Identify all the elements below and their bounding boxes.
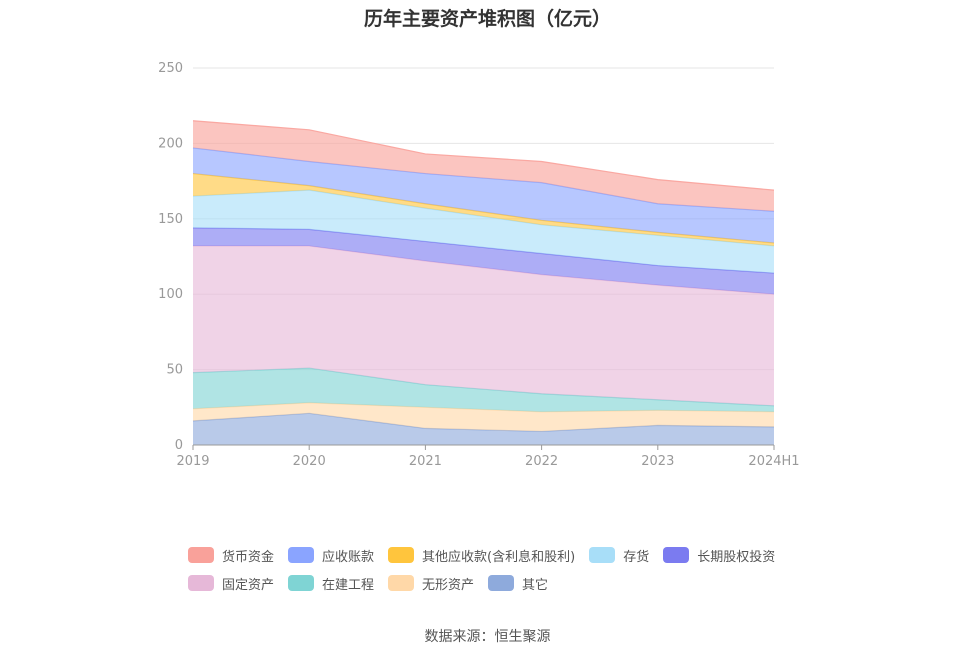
- x-tick-label: 2022: [525, 454, 558, 469]
- legend-item[interactable]: 固定资产: [188, 574, 274, 593]
- x-tick-label: 2020: [293, 454, 326, 469]
- series-area-5: [193, 190, 774, 274]
- legend-item[interactable]: 存货: [589, 546, 649, 565]
- legend-swatch: [288, 547, 315, 563]
- legend-swatch: [663, 547, 690, 563]
- legend-item[interactable]: 无形资产: [388, 574, 474, 593]
- legend-label: 在建工程: [322, 577, 375, 593]
- series-area-6: [193, 173, 774, 246]
- legend-row: 货币资金 应收账款 其他应收款(含利息和股利) 存货 长期股权投资: [188, 541, 808, 569]
- x-tick-label: 2021: [409, 454, 442, 469]
- y-tick-label: 0: [175, 438, 183, 453]
- series-area-8: [193, 120, 774, 212]
- series-area-2: [193, 368, 774, 412]
- y-tick-label: 200: [158, 136, 183, 151]
- legend-label: 无形资产: [422, 577, 475, 593]
- legend-item[interactable]: 其他应收款(含利息和股利): [388, 546, 575, 565]
- legend-item[interactable]: 应收账款: [288, 546, 374, 565]
- legend-swatch: [488, 575, 515, 591]
- series-area-0: [193, 413, 774, 445]
- series-area-1: [193, 402, 774, 432]
- chart-title: 历年主要资产堆积图（亿元）: [363, 8, 611, 30]
- legend-label: 其他应收款(含利息和股利): [422, 549, 576, 565]
- data-source: 数据来源：恒生聚源: [424, 629, 551, 645]
- legend-swatch: [188, 547, 214, 563]
- y-tick-label: 50: [166, 363, 183, 378]
- y-tick-label: 150: [158, 212, 183, 227]
- series-area-4: [193, 227, 774, 295]
- series-area-3: [193, 245, 774, 406]
- legend-item[interactable]: 货币资金: [188, 546, 274, 565]
- legend-label: 应收账款: [322, 549, 375, 565]
- legend-item[interactable]: 在建工程: [288, 574, 374, 593]
- series-line-8: [192, 120, 775, 191]
- y-tick-label: 100: [158, 287, 183, 302]
- series-area-7: [193, 147, 774, 243]
- x-tick-label: 2024H1: [748, 454, 799, 469]
- legend-swatch: [589, 547, 616, 563]
- legend-swatch: [288, 575, 315, 591]
- x-tick-label: 2023: [641, 454, 674, 469]
- x-tick-label: 2019: [176, 454, 209, 469]
- legend-row: 固定资产 在建工程 无形资产 其它: [188, 569, 808, 597]
- legend-label: 存货: [623, 549, 650, 565]
- y-tick-label: 250: [158, 61, 183, 76]
- legend-label: 长期股权投资: [697, 549, 776, 565]
- stacked-area-chart: 0 50 100 150 200 250 2019 2020 2021 2022 2023 2024H…: [158, 61, 799, 469]
- legend-item[interactable]: 长期股权投资: [663, 546, 775, 565]
- legend: 货币资金 应收账款 其他应收款(含利息和股利) 存货 长期股权投资固定资产 在建工程 无形资…: [188, 541, 808, 597]
- legend-item[interactable]: 其它: [488, 574, 548, 593]
- legend-label: 货币资金: [222, 549, 275, 565]
- legend-label: 固定资产: [222, 577, 275, 593]
- legend-swatch: [388, 575, 415, 591]
- legend-swatch: [188, 575, 214, 591]
- legend-swatch: [388, 547, 415, 563]
- legend-label: 其它: [522, 577, 549, 593]
